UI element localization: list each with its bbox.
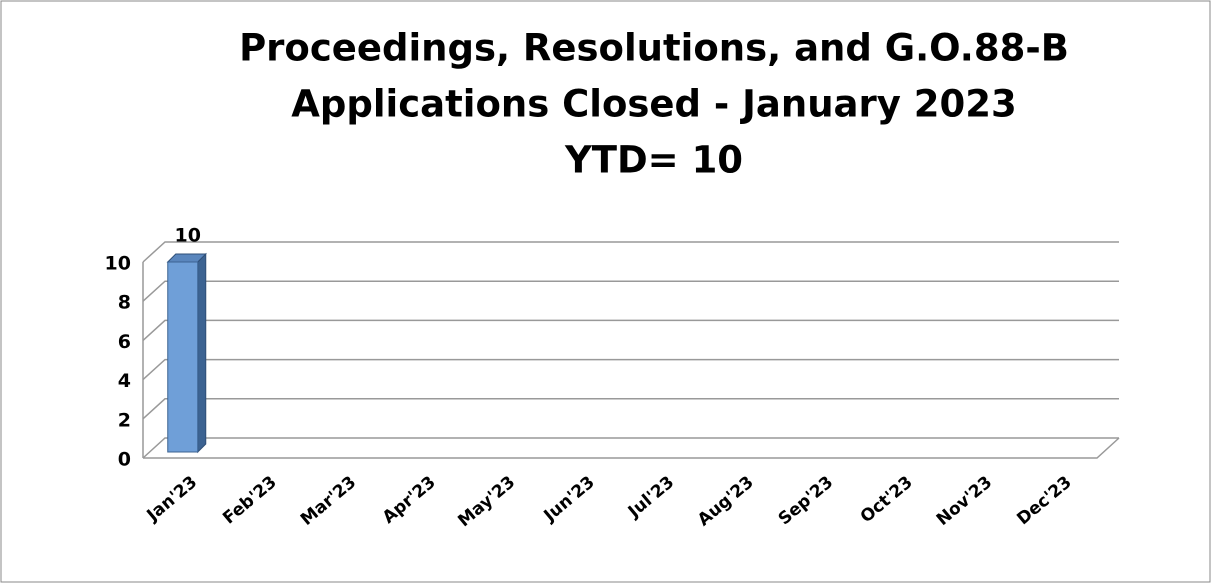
y-tick-label: 10 <box>105 253 131 275</box>
y-tick-label: 4 <box>118 370 131 392</box>
bar <box>166 252 207 454</box>
chart-title: Applications Closed - January 2023 <box>291 83 1017 126</box>
grid-line <box>142 358 1119 381</box>
chart-subtitle: YTD= 10 <box>564 139 743 182</box>
grid-line <box>142 280 1119 302</box>
grid-line <box>142 241 1119 263</box>
chart-title: Proceedings, Resolutions, and G.O.88-B <box>239 27 1069 70</box>
bar-side <box>197 252 207 454</box>
grid-line <box>142 319 1119 341</box>
y-tick-label: 8 <box>118 292 131 314</box>
data-label: 10 <box>175 225 201 247</box>
y-tick-label: 0 <box>118 449 131 471</box>
grid-line <box>142 398 1119 420</box>
grid-line <box>142 437 1119 459</box>
bar-front <box>167 261 199 453</box>
y-tick-label: 2 <box>118 409 131 431</box>
y-tick-label: 6 <box>118 331 131 353</box>
floor-edge <box>143 437 1120 459</box>
